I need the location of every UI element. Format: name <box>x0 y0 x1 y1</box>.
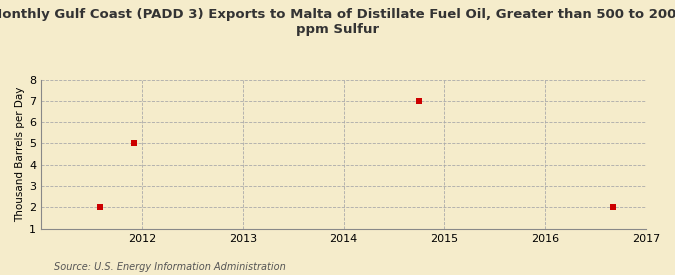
Point <box>128 141 139 146</box>
Text: Monthly Gulf Coast (PADD 3) Exports to Malta of Distillate Fuel Oil, Greater tha: Monthly Gulf Coast (PADD 3) Exports to M… <box>0 8 675 36</box>
Text: Source: U.S. Energy Information Administration: Source: U.S. Energy Information Administ… <box>54 262 286 272</box>
Y-axis label: Thousand Barrels per Day: Thousand Barrels per Day <box>15 86 25 222</box>
Point <box>95 205 105 210</box>
Point <box>414 99 425 103</box>
Point <box>608 205 618 210</box>
